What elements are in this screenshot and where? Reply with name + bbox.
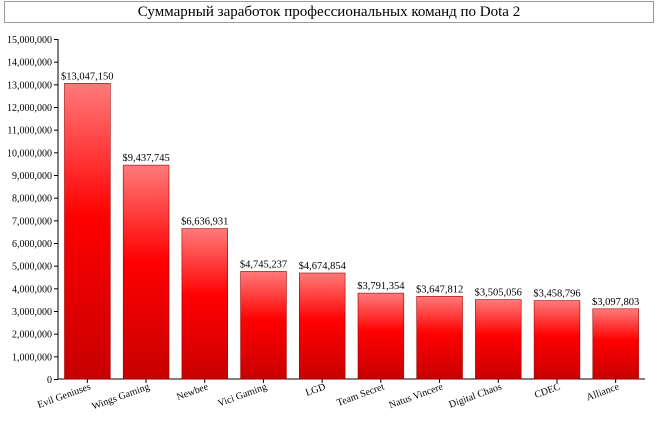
y-tick-label: 13,000,000 — [7, 80, 52, 91]
chart-title: Суммарный заработок профессиональных ком… — [137, 3, 521, 20]
bar — [533, 300, 581, 380]
y-tick-label: 9,000,000 — [12, 171, 52, 182]
data-label: $13,047,150 — [61, 71, 114, 82]
y-tick-label: 5,000,000 — [12, 262, 52, 273]
bar — [64, 83, 111, 380]
bar — [592, 308, 639, 380]
data-label: $3,505,056 — [475, 288, 522, 299]
category-label: Team Secret — [336, 381, 387, 408]
data-label: $3,097,803 — [592, 297, 639, 308]
y-tick-label: 15,000,000 — [7, 35, 52, 46]
y-tick-label: 14,000,000 — [7, 58, 52, 69]
category-label: Natus Vincere — [388, 381, 446, 411]
bar — [357, 292, 405, 380]
category-label: Vici Gaming — [216, 381, 268, 409]
data-label: $6,636,931 — [181, 217, 228, 228]
bar — [298, 272, 346, 380]
data-label: $3,458,796 — [533, 289, 580, 300]
category-label: Newbee — [175, 381, 210, 403]
chart-title-box: Суммарный заработок профессиональных ком… — [4, 1, 654, 23]
category-label: Evil Geniuses — [36, 381, 92, 410]
data-label: $4,745,237 — [240, 259, 287, 270]
category-label: Alliance — [585, 381, 621, 403]
y-tick-label: 7,000,000 — [12, 216, 52, 227]
y-tick-label: 12,000,000 — [7, 103, 52, 114]
y-tick-label: 2,000,000 — [12, 330, 52, 341]
y-tick-label: 11,000,000 — [7, 126, 52, 137]
bar — [181, 228, 228, 380]
data-label: $3,791,354 — [357, 281, 405, 292]
y-tick-label: 10,000,000 — [7, 148, 52, 159]
y-tick-label: 3,000,000 — [12, 307, 52, 318]
bar — [416, 295, 463, 380]
bar — [240, 271, 287, 380]
y-tick-label: 1,000,000 — [12, 352, 52, 363]
data-label: $4,674,854 — [299, 261, 347, 272]
y-tick-label: 0 — [47, 375, 52, 386]
category-label: LGD — [304, 381, 327, 398]
data-label: $3,647,812 — [416, 284, 463, 295]
y-tick-label: 6,000,000 — [12, 239, 52, 250]
y-tick-label: 4,000,000 — [12, 284, 52, 295]
y-tick-label: 8,000,000 — [12, 194, 52, 205]
bar — [475, 299, 522, 380]
bar — [122, 164, 170, 380]
data-label: $9,437,745 — [122, 153, 169, 164]
category-label: CDEC — [533, 381, 562, 401]
category-label: Digital Chaos — [448, 381, 504, 410]
category-label: Wings Gaming — [91, 381, 152, 412]
